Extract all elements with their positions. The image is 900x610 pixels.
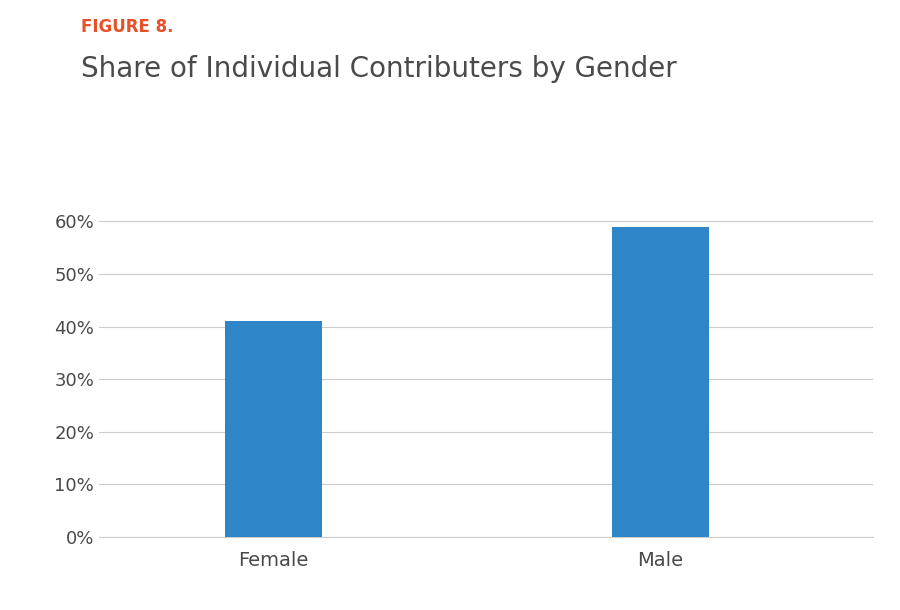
Text: FIGURE 8.: FIGURE 8. (81, 18, 174, 37)
Bar (225, 321, 321, 537)
Bar (612, 227, 708, 537)
Text: Share of Individual Contributers by Gender: Share of Individual Contributers by Gend… (81, 55, 677, 83)
